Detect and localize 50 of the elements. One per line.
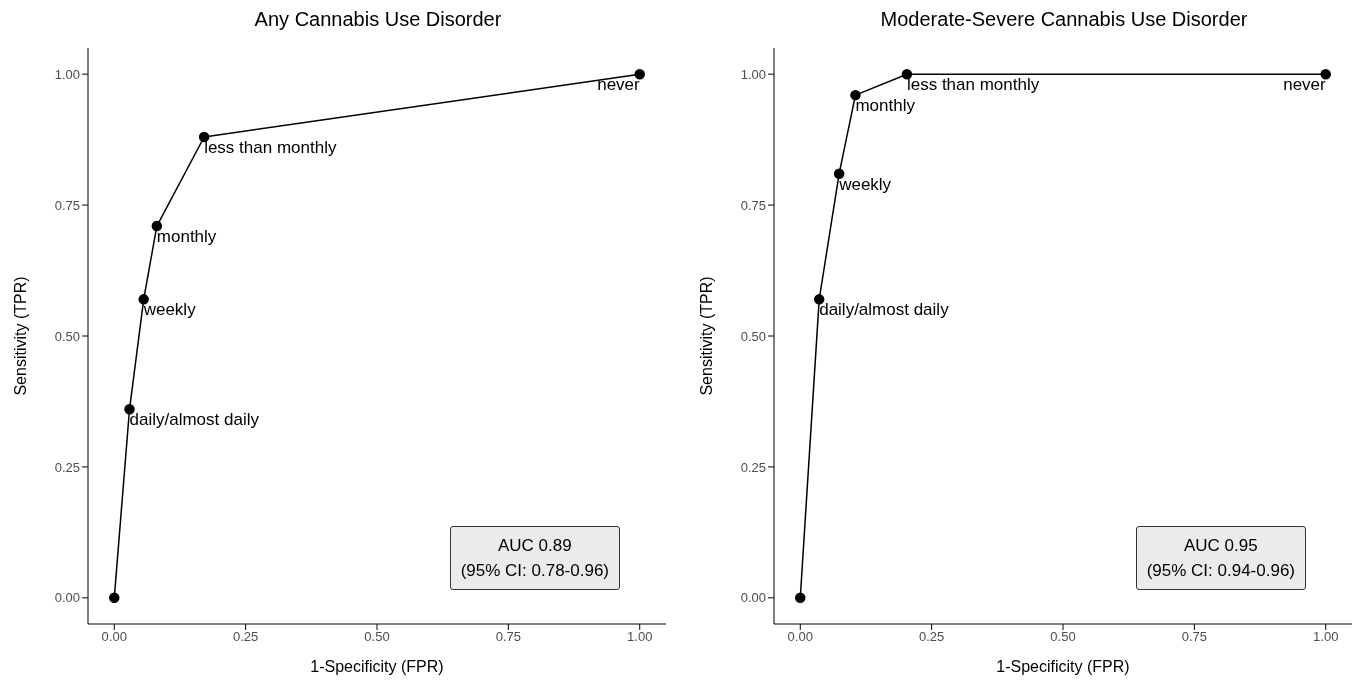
y-tick-label: 0.00 xyxy=(740,590,766,606)
x-tick-label: 0.75 xyxy=(495,629,522,645)
x-tick-label: 0.25 xyxy=(232,629,259,645)
x-tick-label: 0.00 xyxy=(101,629,127,645)
annotation: never xyxy=(1283,75,1327,95)
annotation: AUC 0.89 (95% CI: 0.78-0.96) xyxy=(460,535,609,582)
point xyxy=(1320,68,1331,80)
x-tick-label: 0.75 xyxy=(1181,629,1208,645)
x-tick-label: 0.50 xyxy=(1050,629,1076,645)
chart-title: Moderate-Severe Cannabis Use Disorder xyxy=(879,8,1249,32)
annotation: monthly xyxy=(156,227,217,247)
annotation: AUC 0.95 (95% CI: 0.94-0.96) xyxy=(1146,535,1295,582)
annotation: weekly xyxy=(838,174,892,194)
point xyxy=(109,592,120,604)
point xyxy=(795,592,806,604)
x-tick-label: 0.25 xyxy=(918,629,945,645)
y-tick-label: 0.75 xyxy=(740,197,766,213)
point xyxy=(198,131,210,143)
annotation: less than monthly xyxy=(204,138,337,158)
point xyxy=(138,294,149,305)
y-tick-label: 0.25 xyxy=(740,459,766,475)
point xyxy=(833,168,845,179)
annotation: less than monthly xyxy=(906,75,1040,95)
y-axis-title: Sensitivity (TPR) xyxy=(11,276,29,396)
chart-title: Any Cannabis Use Disorder xyxy=(253,8,503,32)
x-tick-label: 1.00 xyxy=(1313,629,1339,645)
x-axis-title: 1-Specificity (FPR) xyxy=(996,658,1130,675)
annotation: monthly xyxy=(855,96,916,116)
annotation: never xyxy=(597,75,641,95)
annotation: daily/almost daily xyxy=(819,300,950,320)
y-tick-label: 0.75 xyxy=(54,197,80,213)
y-tick-label: 0.50 xyxy=(740,328,766,344)
point xyxy=(813,294,825,305)
y-axis-title: Sensitivity (TPR) xyxy=(697,276,715,396)
point xyxy=(634,68,645,80)
annotation: weekly xyxy=(142,300,197,320)
x-tick-label: 1.00 xyxy=(627,629,653,645)
y-tick-label: 0.00 xyxy=(54,590,80,606)
y-tick-label: 1.00 xyxy=(54,66,80,82)
x-tick-label: 0.50 xyxy=(364,629,390,645)
point xyxy=(850,89,861,101)
annotation: daily/almost daily xyxy=(129,410,260,430)
point xyxy=(151,220,163,232)
point xyxy=(124,404,135,415)
x-tick-label: 0.00 xyxy=(787,629,813,645)
x-axis-title: 1-Specificity (FPR) xyxy=(310,658,444,675)
point xyxy=(901,68,913,80)
y-tick-label: 1.00 xyxy=(740,66,766,82)
y-tick-label: 0.25 xyxy=(54,459,80,475)
y-tick-label: 0.50 xyxy=(54,328,80,344)
